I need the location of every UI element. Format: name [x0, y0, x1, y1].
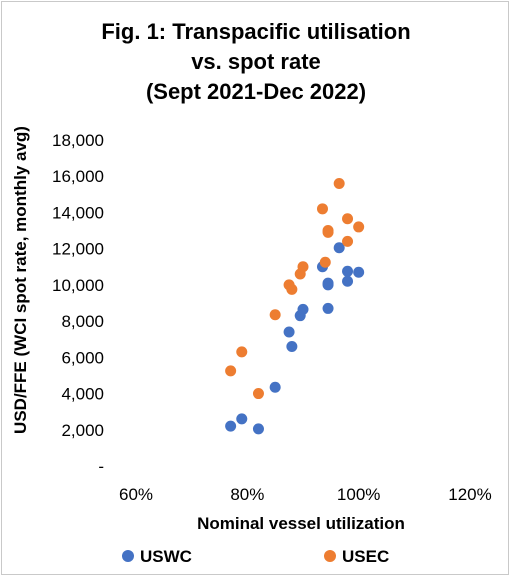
data-point-usec	[269, 309, 281, 321]
legend-label-uswc: USWC	[140, 547, 192, 566]
x-tick-label: 60%	[119, 485, 153, 504]
x-tick-label: 80%	[230, 485, 264, 504]
data-point-uswc	[236, 413, 248, 425]
x-tick-label: 100%	[337, 485, 380, 504]
y-tick-label: 12,000	[52, 240, 104, 259]
y-tick-label: 16,000	[52, 167, 104, 186]
y-axis-label: USD/FFE (WCI spot rate, monthly avg)	[11, 126, 30, 434]
data-point-usec	[225, 365, 237, 377]
data-point-usec	[322, 226, 334, 238]
data-point-uswc	[333, 242, 345, 254]
x-tick-label: 120%	[448, 485, 491, 504]
x-axis-label: Nominal vessel utilization	[197, 514, 405, 533]
data-point-usec	[236, 346, 248, 358]
legend-marker-usec	[324, 550, 336, 562]
legend-marker-uswc	[122, 550, 134, 562]
y-tick-label: -	[98, 457, 104, 476]
data-point-uswc	[269, 381, 281, 393]
data-point-usec	[342, 213, 354, 225]
y-tick-label: 14,000	[52, 203, 104, 222]
y-tick-label: 18,000	[52, 131, 104, 150]
data-point-usec	[316, 203, 328, 215]
y-tick-label: 2,000	[61, 421, 104, 440]
chart-title-line-2: vs. spot rate	[191, 49, 321, 74]
y-tick-label: 6,000	[61, 348, 104, 367]
y-tick-label: 10,000	[52, 276, 104, 295]
data-point-usec	[333, 177, 345, 189]
data-point-uswc	[283, 326, 295, 338]
legend-label-usec: USEC	[342, 547, 389, 566]
y-tick-label: 4,000	[61, 385, 104, 404]
data-point-uswc	[225, 420, 237, 432]
data-point-usec	[353, 221, 365, 233]
data-point-uswc	[353, 266, 365, 278]
y-tick-label: 8,000	[61, 312, 104, 331]
data-point-uswc	[322, 302, 334, 314]
chart-title-line-1: Fig. 1: Transpacific utilisation	[101, 19, 411, 44]
data-point-uswc	[297, 303, 309, 315]
data-point-usec	[319, 256, 331, 268]
data-point-uswc	[252, 423, 264, 435]
data-point-usec	[252, 388, 264, 400]
data-point-uswc	[286, 340, 298, 352]
data-point-uswc	[342, 265, 354, 277]
data-point-uswc	[322, 277, 334, 289]
data-point-uswc	[342, 275, 354, 287]
chart-title-line-3: (Sept 2021-Dec 2022)	[145, 79, 367, 104]
data-point-usec	[342, 235, 354, 247]
data-point-usec	[286, 283, 298, 295]
data-point-usec	[297, 261, 309, 273]
